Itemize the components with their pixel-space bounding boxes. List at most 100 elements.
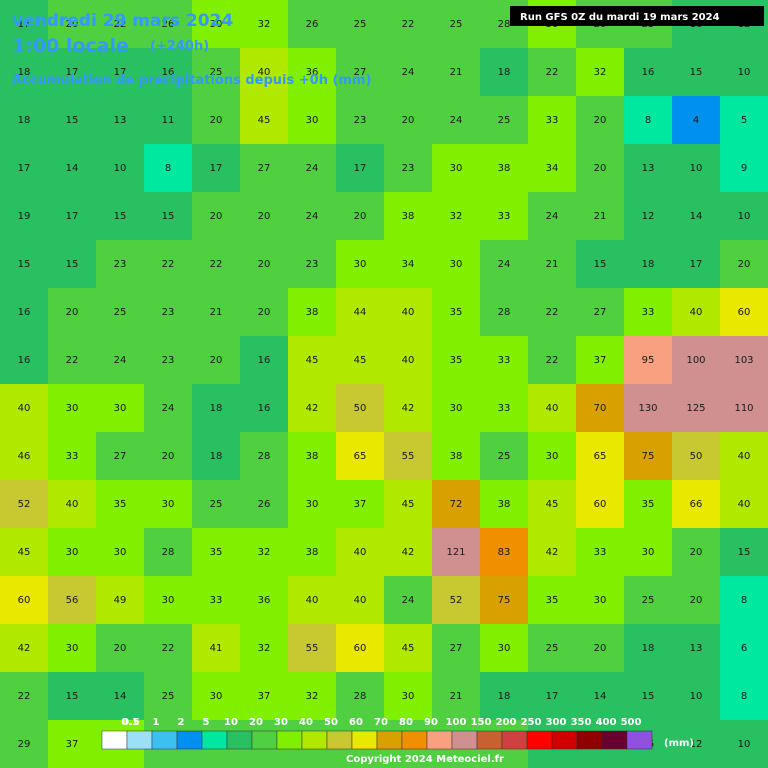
cell-value: 35 <box>450 355 463 366</box>
cell-value: 20 <box>690 595 703 606</box>
cell-value: 25 <box>210 499 223 510</box>
cell <box>336 384 384 432</box>
cell <box>672 240 720 288</box>
cell-value: 28 <box>498 307 511 318</box>
cell-value: 30 <box>402 691 415 702</box>
cell-value: 6 <box>741 643 747 654</box>
cell <box>624 576 672 624</box>
cell-value: 20 <box>258 211 271 222</box>
cell <box>0 240 48 288</box>
cell <box>240 432 288 480</box>
copyright: Copyright 2024 Meteociel.fr <box>346 754 504 765</box>
cell-value: 45 <box>354 355 367 366</box>
cell-value: 20 <box>114 643 127 654</box>
cell <box>96 144 144 192</box>
cell <box>528 384 576 432</box>
cell-value: 22 <box>66 355 79 366</box>
cell-value: 8 <box>741 595 747 606</box>
cell <box>0 96 48 144</box>
cell-value: 83 <box>498 547 511 558</box>
cell-value: 18 <box>498 691 511 702</box>
cell-value: 75 <box>498 595 511 606</box>
cell-value: 49 <box>114 595 127 606</box>
cell-value: 30 <box>66 643 79 654</box>
cell <box>528 336 576 384</box>
cell-value: 60 <box>594 499 607 510</box>
legend-swatch <box>576 730 603 750</box>
legend-label: 80 <box>399 717 413 728</box>
cell-value: 13 <box>690 643 703 654</box>
cell <box>192 480 240 528</box>
cell <box>144 480 192 528</box>
cell <box>48 48 96 96</box>
cell-value: 20 <box>210 355 223 366</box>
legend-swatch <box>551 730 578 750</box>
legend-label: 90 <box>424 717 438 728</box>
cell-value: 40 <box>690 307 703 318</box>
legend-swatch <box>251 730 278 750</box>
cell <box>288 336 336 384</box>
cell <box>576 96 624 144</box>
cell <box>240 144 288 192</box>
cell-value: 35 <box>210 547 223 558</box>
cell <box>672 384 720 432</box>
cell-value: 32 <box>594 67 607 78</box>
cell <box>720 48 768 96</box>
cell <box>0 720 48 768</box>
cell-value: 24 <box>306 211 319 222</box>
cell-value: 16 <box>18 355 31 366</box>
cell-value: 32 <box>258 547 271 558</box>
cell-value: 33 <box>594 547 607 558</box>
cell-value: 38 <box>498 163 511 174</box>
legend-swatch <box>626 730 653 750</box>
cell <box>96 288 144 336</box>
cell <box>144 144 192 192</box>
cell-value: 17 <box>18 19 31 30</box>
cell <box>336 528 384 576</box>
cell <box>0 624 48 672</box>
cell <box>576 48 624 96</box>
cell <box>384 240 432 288</box>
cell <box>528 576 576 624</box>
cell-value: 33 <box>546 115 559 126</box>
cell <box>192 528 240 576</box>
cell <box>528 480 576 528</box>
cell <box>0 336 48 384</box>
cell <box>96 432 144 480</box>
cell <box>144 48 192 96</box>
cell <box>432 192 480 240</box>
cell-value: 45 <box>306 355 319 366</box>
legend-label: 100 <box>446 717 467 728</box>
cell-value: 20 <box>402 115 415 126</box>
cell-value: 30 <box>66 403 79 414</box>
cell-value: 38 <box>402 211 415 222</box>
cell-value: 130 <box>638 403 657 414</box>
cell-value: 70 <box>594 403 607 414</box>
cell <box>336 480 384 528</box>
cell <box>528 144 576 192</box>
cell-value: 25 <box>546 643 559 654</box>
cell <box>144 288 192 336</box>
legend-swatch <box>201 730 228 750</box>
cell-value: 16 <box>162 67 175 78</box>
cell-value: 18 <box>18 115 31 126</box>
cell-value: 5 <box>741 115 747 126</box>
cell <box>96 0 144 48</box>
cell-value: 37 <box>258 691 271 702</box>
cell-value: 42 <box>546 547 559 558</box>
cell <box>480 528 528 576</box>
cell <box>384 0 432 48</box>
cell <box>96 672 144 720</box>
legend-label: 60 <box>349 717 363 728</box>
legend-label: 300 <box>546 717 567 728</box>
cell <box>0 144 48 192</box>
cell <box>672 672 720 720</box>
cell <box>144 240 192 288</box>
cell-value: 32 <box>258 19 271 30</box>
cell-value: 17 <box>546 691 559 702</box>
cell-value: 40 <box>66 499 79 510</box>
cell <box>624 288 672 336</box>
cell-value: 20 <box>594 643 607 654</box>
cell <box>288 240 336 288</box>
cell <box>288 0 336 48</box>
